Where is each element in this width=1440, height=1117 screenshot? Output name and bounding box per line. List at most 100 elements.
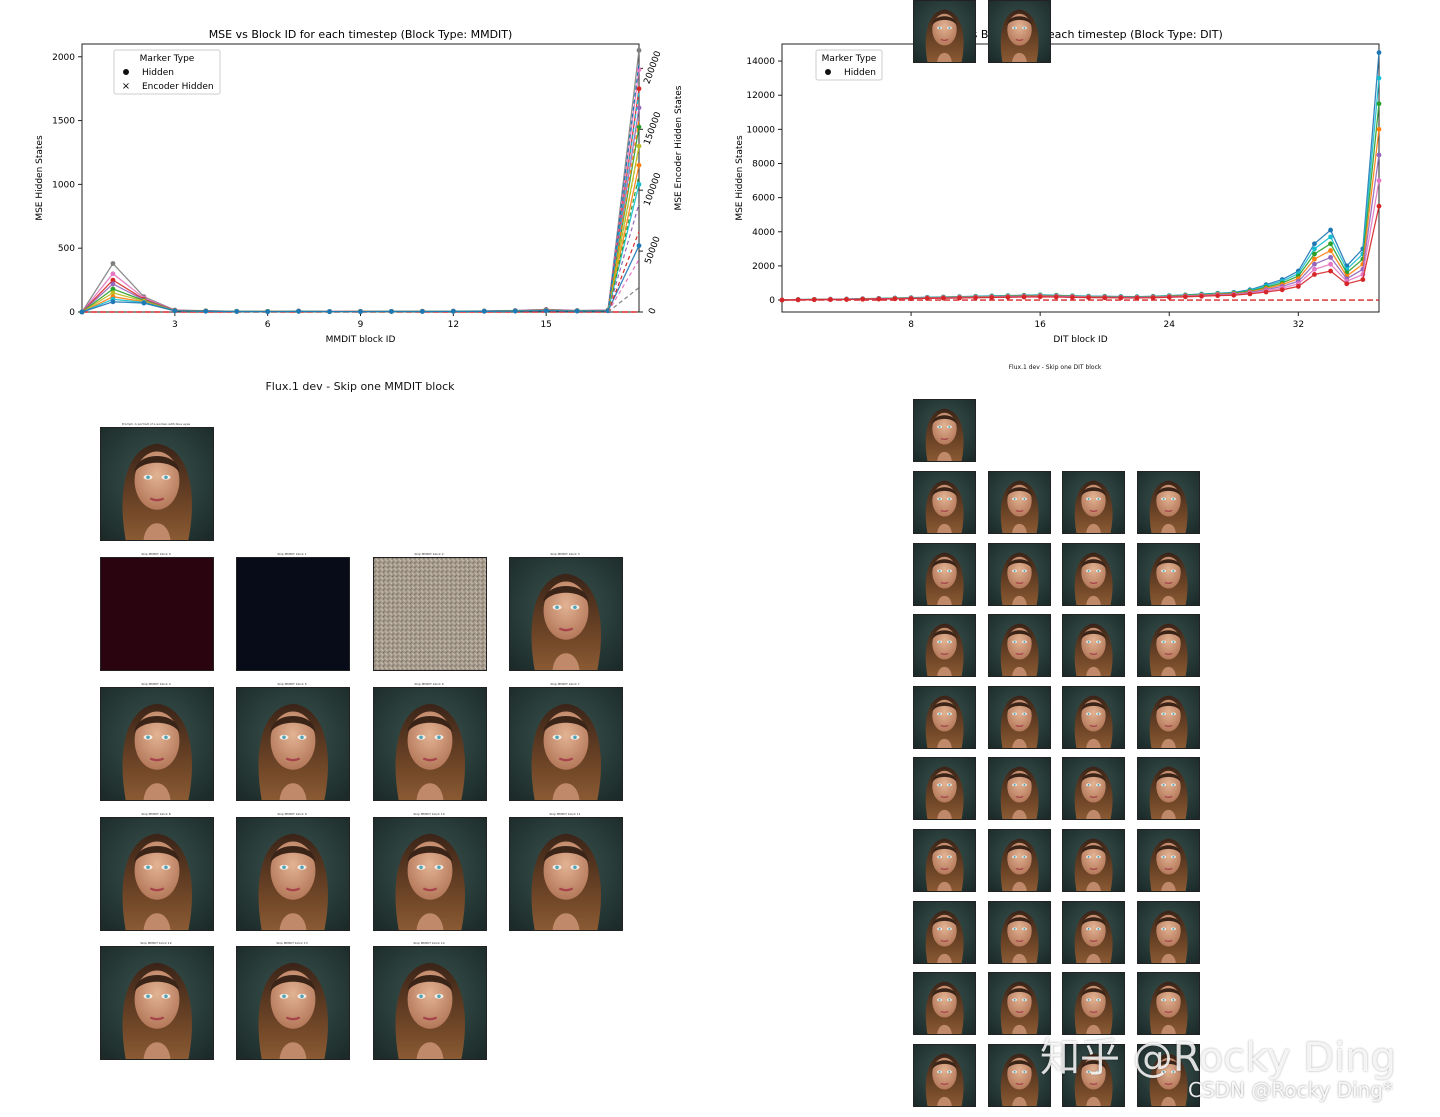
portrait-image [1138, 687, 1199, 748]
data-point [1182, 294, 1188, 300]
y-tick-label: 0 [69, 308, 75, 318]
data-point [141, 300, 147, 306]
portrait-image [1138, 902, 1199, 963]
data-point [636, 47, 642, 53]
x-tick-label: 8 [908, 320, 914, 330]
data-point [265, 309, 271, 315]
encoder-series-line [607, 231, 640, 313]
portrait-image [101, 947, 213, 1059]
legend-marker-dot [825, 69, 831, 75]
data-point [636, 124, 642, 130]
chart-title: MSE vs Block ID for each timestep (Block… [938, 28, 1223, 41]
data-point [1199, 293, 1204, 299]
skip-dit-tile [913, 901, 976, 964]
tile-caption: Skip MMDIT block 10 [413, 812, 445, 816]
dit-mse-chart: MSE vs Block ID for each timestep (Block… [735, 28, 1382, 345]
skip-dit-tile [1062, 543, 1125, 606]
x-tick-label: 16 [1034, 320, 1046, 330]
y-tick-label: 8000 [752, 159, 775, 169]
data-point [1263, 289, 1269, 295]
portrait-image [374, 688, 486, 800]
data-point [636, 86, 642, 92]
data-point [1328, 261, 1333, 267]
tile-caption: Skip MMDIT block 0 [141, 552, 171, 556]
data-point [1328, 234, 1333, 240]
skip-dit-tile [1062, 829, 1125, 892]
y2-tick-label: 150000 [643, 110, 664, 146]
skip-mmdit-tile [236, 946, 350, 1060]
zhihu-watermark: 知乎 @Rocky Ding [1040, 1035, 1396, 1081]
series-line [781, 78, 1380, 301]
portrait-image [1138, 615, 1199, 676]
portrait-image [1138, 830, 1199, 891]
data-point [1021, 294, 1027, 300]
data-point [110, 271, 116, 277]
plot-frame [781, 43, 1380, 313]
portrait-image [510, 818, 622, 930]
data-point [419, 309, 425, 314]
encoder-series-line [607, 119, 640, 313]
skip-mmdit-tile [373, 946, 487, 1060]
portrait-image [914, 830, 975, 891]
portrait-image [914, 758, 975, 819]
data-point [1376, 152, 1382, 158]
data-point [1134, 295, 1140, 301]
tile-caption: Skip MMDIT block 4 [141, 682, 171, 686]
data-point [110, 261, 116, 266]
y-tick-label: 14000 [746, 57, 775, 67]
series-line [81, 88, 640, 313]
data-point [1279, 287, 1285, 293]
series-line [781, 206, 1380, 301]
data-point [79, 309, 85, 315]
data-point [1312, 272, 1317, 277]
skip-mmdit-tile [509, 557, 623, 671]
skip-dit-tile [913, 829, 976, 892]
noise-image [374, 558, 486, 670]
skip-dit-tile [913, 543, 976, 606]
legend-marker-dot [123, 69, 129, 75]
data-point [636, 162, 642, 168]
skip-dit-tile [988, 972, 1051, 1035]
skip-dit-tile [988, 757, 1051, 820]
skip-mmdit-tile [509, 687, 623, 801]
tile-caption: Skip MMDIT block 2 [414, 552, 444, 556]
data-point [636, 181, 642, 187]
series-line [781, 129, 1380, 301]
data-point [234, 309, 240, 314]
portrait-image [1138, 472, 1199, 533]
data-point [1376, 203, 1382, 209]
portrait-image [101, 818, 213, 930]
portrait-image [989, 1, 1050, 62]
skip-dit-tile [1062, 614, 1125, 677]
encoder-series-line [607, 259, 640, 313]
skip-dit-tile [913, 471, 976, 534]
portrait-image [989, 544, 1050, 605]
data-point [636, 143, 642, 149]
series-line [81, 184, 640, 313]
y-tick-label: 0 [769, 296, 775, 306]
noise-image [101, 558, 213, 670]
tile-caption: Skip MMDIT block 7 [550, 682, 580, 686]
data-point [828, 297, 833, 302]
skip-dit-tile [1137, 829, 1200, 892]
y-tick-label: 4000 [752, 228, 775, 238]
legend-title: Marker Type [822, 54, 877, 64]
portrait-image [1063, 830, 1124, 891]
skip-dit-tile [1137, 1044, 1200, 1107]
series-line [81, 69, 640, 313]
legend-marker-x: × [122, 81, 130, 92]
portrait-image [1063, 758, 1124, 819]
tile-caption: Skip MMDIT block 1 [277, 552, 307, 556]
data-point [172, 308, 178, 314]
y2-axis-label: MSE Encoder Hidden States [674, 85, 684, 210]
portrait-image [914, 400, 975, 461]
portrait-image [914, 687, 975, 748]
data-point [543, 308, 549, 314]
x-tick-label: 24 [1164, 320, 1176, 330]
y-axis-label: MSE Hidden States [735, 135, 745, 221]
skip-dit-tile [913, 972, 976, 1035]
skip-dit-tile [988, 614, 1051, 677]
y-tick-label: 12000 [746, 91, 775, 101]
data-point [481, 308, 487, 314]
portrait-image [1063, 902, 1124, 963]
